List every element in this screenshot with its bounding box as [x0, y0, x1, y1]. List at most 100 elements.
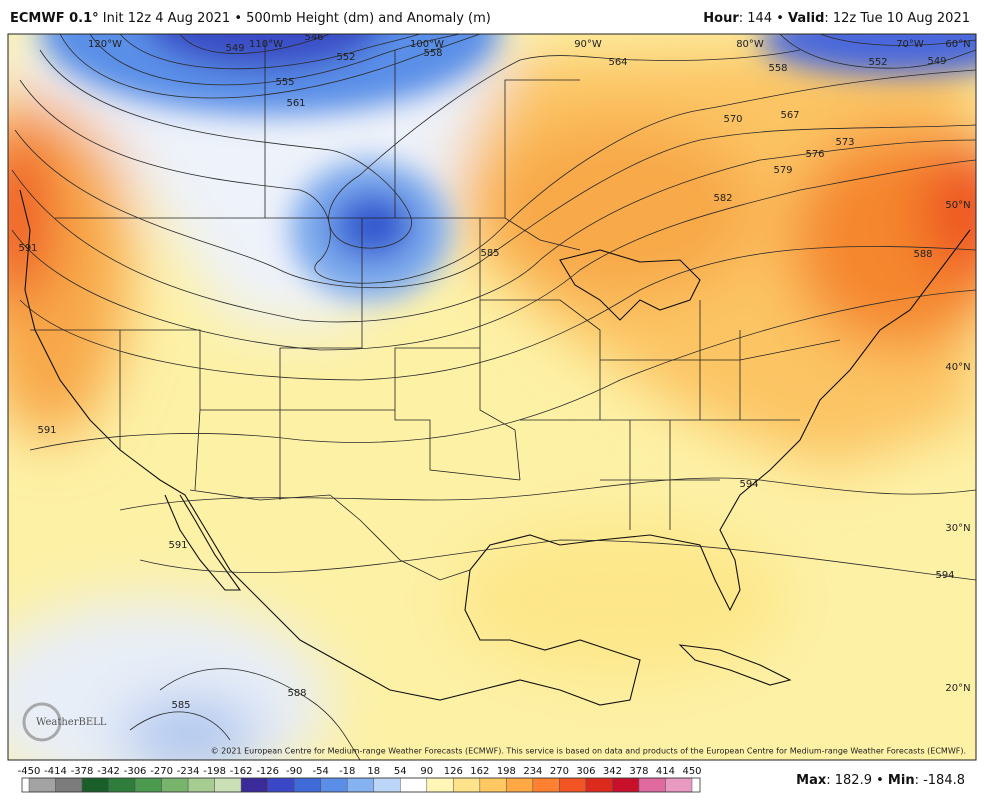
colorbar-label: 342	[603, 766, 622, 777]
logo-text: WeatherBELL	[36, 717, 107, 728]
model: ECMWF 0.1°	[10, 11, 99, 26]
contour-label: 591	[18, 243, 37, 254]
colorbar-label: -54	[313, 766, 329, 777]
contour-labels: 546 549 552 555 561 558 564 558 552 549 …	[18, 34, 954, 711]
colorbar-label: 414	[656, 766, 675, 777]
colorbar-label: -90	[286, 766, 302, 777]
latitude-label: 40°N	[945, 362, 970, 373]
colorbar-label: 378	[629, 766, 648, 777]
colorbar-segment	[506, 777, 534, 793]
contour-label: 549	[225, 43, 244, 54]
colorbar-label: 198	[497, 766, 516, 777]
colorbar-segment	[612, 777, 640, 793]
colorbar-segment	[55, 777, 83, 793]
coastline	[19, 189, 971, 706]
colorbar-label: -18	[339, 766, 355, 777]
colorbar: -450 -414 -378 -342 -306 -270 -234 -198 -162 -126…	[18, 766, 702, 793]
colorbar-segment	[108, 777, 136, 793]
contour-label: 558	[768, 63, 787, 74]
colorbar-label: -450	[18, 766, 41, 777]
colorbar-segment	[559, 777, 587, 793]
valid: : 12z Tue 10 Aug 2021	[824, 11, 970, 26]
longitude-label: 100°W	[410, 39, 444, 50]
description: Init 12z 4 Aug 2021 • 500mb Height (dm) …	[103, 11, 491, 26]
trough-field	[40, 34, 976, 300]
colorbar-segment	[638, 777, 666, 793]
colorbar-label: 306	[576, 766, 595, 777]
max-value: : 182.9 •	[826, 773, 888, 788]
contour-label: 588	[287, 688, 306, 699]
longitude-label: 80°W	[736, 39, 764, 50]
colorbar-segment	[28, 777, 56, 793]
colorbar-label: -306	[124, 766, 147, 777]
colorbar-label: -162	[230, 766, 253, 777]
border-mexico	[189, 489, 471, 581]
colorbar-label: 126	[444, 766, 463, 777]
colorbar-segment	[373, 777, 401, 793]
header-left: ECMWF 0.1° Init 12z 4 Aug 2021 • 500mb H…	[10, 11, 491, 26]
map-frame	[7, 33, 977, 761]
contour-label: 564	[608, 57, 627, 68]
colorbar-segment	[134, 777, 162, 793]
colorbar-label: -126	[256, 766, 279, 777]
valid-label: Valid	[788, 11, 824, 26]
contour-label: 594	[739, 479, 758, 490]
header-right: Hour: 144 • Valid: 12z Tue 10 Aug 2021	[703, 11, 970, 26]
contour-label: 552	[868, 57, 887, 68]
colorbar-segment	[161, 777, 189, 793]
min-label: Min	[888, 773, 915, 788]
latitude-label: 30°N	[945, 523, 970, 534]
state-lines	[30, 40, 841, 530]
colorbar-label: 90	[420, 766, 433, 777]
contour-label: 570	[723, 114, 742, 125]
baja-coast	[164, 494, 242, 591]
longitude-label: 120°W	[88, 39, 122, 50]
longitude-label: 110°W	[249, 39, 283, 50]
colorbar-segment	[240, 777, 268, 793]
colorbar-segment	[426, 777, 454, 793]
contour-label: 558	[423, 48, 442, 59]
contour-label: 561	[286, 98, 305, 109]
contours	[11, 34, 976, 760]
great-lakes	[559, 249, 701, 321]
colorbar-label: 162	[470, 766, 489, 777]
colorbar-label: -414	[44, 766, 67, 777]
contour-label: 594	[935, 570, 954, 581]
logo: WeatherBELL	[22, 702, 107, 742]
boundaries	[19, 40, 971, 706]
contour-label: 549	[927, 56, 946, 67]
colorbar-segment	[400, 777, 428, 793]
colorbar-label: 450	[682, 766, 701, 777]
colorbar-label: -270	[150, 766, 173, 777]
colorbar-segment	[187, 777, 215, 793]
longitude-label: 60°N	[945, 39, 970, 50]
colorbar-border	[21, 777, 701, 793]
contour-label: 582	[713, 193, 732, 204]
hour: : 144 •	[739, 11, 788, 26]
max-label: Max	[796, 773, 827, 788]
colorbar-label: -234	[177, 766, 200, 777]
contour-label: 576	[805, 149, 824, 160]
colorbar-segment	[479, 777, 507, 793]
colorbar-segment	[214, 777, 242, 793]
contour-label: 579	[773, 165, 792, 176]
contour-label: 552	[336, 52, 355, 63]
contour-label: 555	[275, 77, 294, 88]
colorbar-label: 54	[394, 766, 407, 777]
hour-label: Hour	[703, 11, 739, 26]
colorbar-label: -378	[71, 766, 94, 777]
colorbar-segment	[81, 777, 109, 793]
contour-label: 585	[480, 248, 499, 259]
contour-label: 585	[171, 700, 190, 711]
max-min: Max: 182.9 • Min: -184.8	[796, 773, 965, 788]
colorbar-segment	[293, 777, 321, 793]
colorbar-segment	[320, 777, 348, 793]
colorbar-segment	[585, 777, 613, 793]
colorbar-label: 270	[550, 766, 569, 777]
colorbar-label: -342	[97, 766, 120, 777]
colorbar-segment	[532, 777, 560, 793]
colorbar-label: 18	[367, 766, 380, 777]
contour-label: 588	[913, 249, 932, 260]
